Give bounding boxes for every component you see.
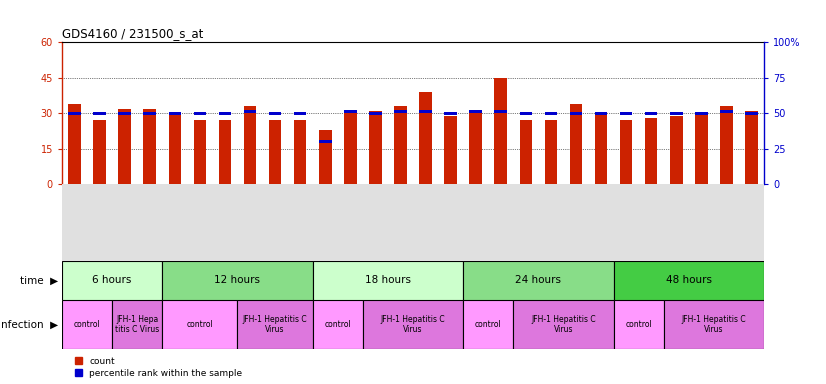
Bar: [495, 111, 507, 113]
Bar: [219, 112, 231, 115]
Bar: [268, 112, 282, 115]
Bar: [118, 109, 131, 184]
Bar: [118, 112, 131, 115]
Bar: [720, 106, 733, 184]
Text: time  ▶: time ▶: [20, 275, 58, 285]
Bar: [169, 113, 181, 184]
Bar: [469, 111, 482, 184]
Bar: [69, 112, 81, 115]
Bar: [469, 111, 482, 113]
Text: 24 hours: 24 hours: [515, 275, 562, 285]
Text: JFH-1 Hepatitis C
Virus: JFH-1 Hepatitis C Virus: [381, 315, 445, 334]
Bar: [244, 111, 256, 113]
Bar: [319, 130, 331, 184]
Bar: [544, 112, 558, 115]
Bar: [720, 111, 733, 113]
Bar: [394, 106, 406, 184]
Bar: [620, 112, 633, 115]
Bar: [463, 261, 614, 300]
Bar: [344, 111, 357, 184]
Bar: [69, 104, 81, 184]
Bar: [244, 106, 256, 184]
Text: 18 hours: 18 hours: [365, 275, 411, 285]
Bar: [144, 109, 156, 184]
Bar: [369, 111, 382, 184]
Bar: [695, 113, 708, 184]
Bar: [394, 111, 406, 113]
Bar: [520, 120, 532, 184]
Text: GDS4160 / 231500_s_at: GDS4160 / 231500_s_at: [62, 26, 203, 40]
Bar: [294, 120, 306, 184]
Text: control: control: [74, 320, 101, 329]
Bar: [745, 112, 757, 115]
Legend: count, percentile rank within the sample: count, percentile rank within the sample: [74, 357, 242, 377]
Bar: [162, 300, 238, 349]
Bar: [544, 120, 558, 184]
Bar: [319, 140, 331, 143]
Bar: [670, 112, 682, 115]
Bar: [313, 261, 463, 300]
Bar: [238, 300, 313, 349]
Bar: [645, 112, 657, 115]
Bar: [463, 300, 513, 349]
Bar: [169, 112, 181, 115]
Bar: [420, 111, 432, 113]
Bar: [162, 261, 313, 300]
Bar: [595, 112, 607, 115]
Bar: [620, 120, 633, 184]
Bar: [420, 92, 432, 184]
Bar: [62, 300, 112, 349]
Bar: [614, 261, 764, 300]
Bar: [369, 112, 382, 115]
Text: control: control: [625, 320, 652, 329]
Bar: [520, 112, 532, 115]
Text: JFH-1 Hepatitis C
Virus: JFH-1 Hepatitis C Virus: [243, 315, 307, 334]
Bar: [745, 111, 757, 184]
Text: JFH-1 Hepa
titis C Virus: JFH-1 Hepa titis C Virus: [115, 315, 159, 334]
Bar: [444, 116, 457, 184]
Text: JFH-1 Hepatitis C
Virus: JFH-1 Hepatitis C Virus: [531, 315, 596, 334]
Bar: [313, 300, 363, 349]
Text: control: control: [187, 320, 213, 329]
Bar: [62, 261, 162, 300]
Text: 6 hours: 6 hours: [93, 275, 132, 285]
Text: control: control: [475, 320, 501, 329]
Bar: [513, 300, 614, 349]
Bar: [93, 120, 106, 184]
Text: 12 hours: 12 hours: [215, 275, 260, 285]
Text: control: control: [325, 320, 351, 329]
Bar: [444, 112, 457, 115]
Text: JFH-1 Hepatitis C
Virus: JFH-1 Hepatitis C Virus: [681, 315, 746, 334]
Text: 48 hours: 48 hours: [666, 275, 712, 285]
Bar: [344, 111, 357, 113]
Bar: [614, 300, 664, 349]
Bar: [219, 120, 231, 184]
Bar: [268, 120, 282, 184]
Bar: [645, 118, 657, 184]
Bar: [112, 300, 162, 349]
Text: infection  ▶: infection ▶: [0, 319, 58, 329]
Bar: [93, 112, 106, 115]
Bar: [595, 113, 607, 184]
Bar: [664, 300, 764, 349]
Bar: [570, 104, 582, 184]
Bar: [144, 112, 156, 115]
Bar: [670, 116, 682, 184]
Bar: [294, 112, 306, 115]
Bar: [193, 112, 206, 115]
Bar: [495, 78, 507, 184]
Bar: [193, 120, 206, 184]
Bar: [363, 300, 463, 349]
Bar: [570, 112, 582, 115]
Bar: [695, 112, 708, 115]
